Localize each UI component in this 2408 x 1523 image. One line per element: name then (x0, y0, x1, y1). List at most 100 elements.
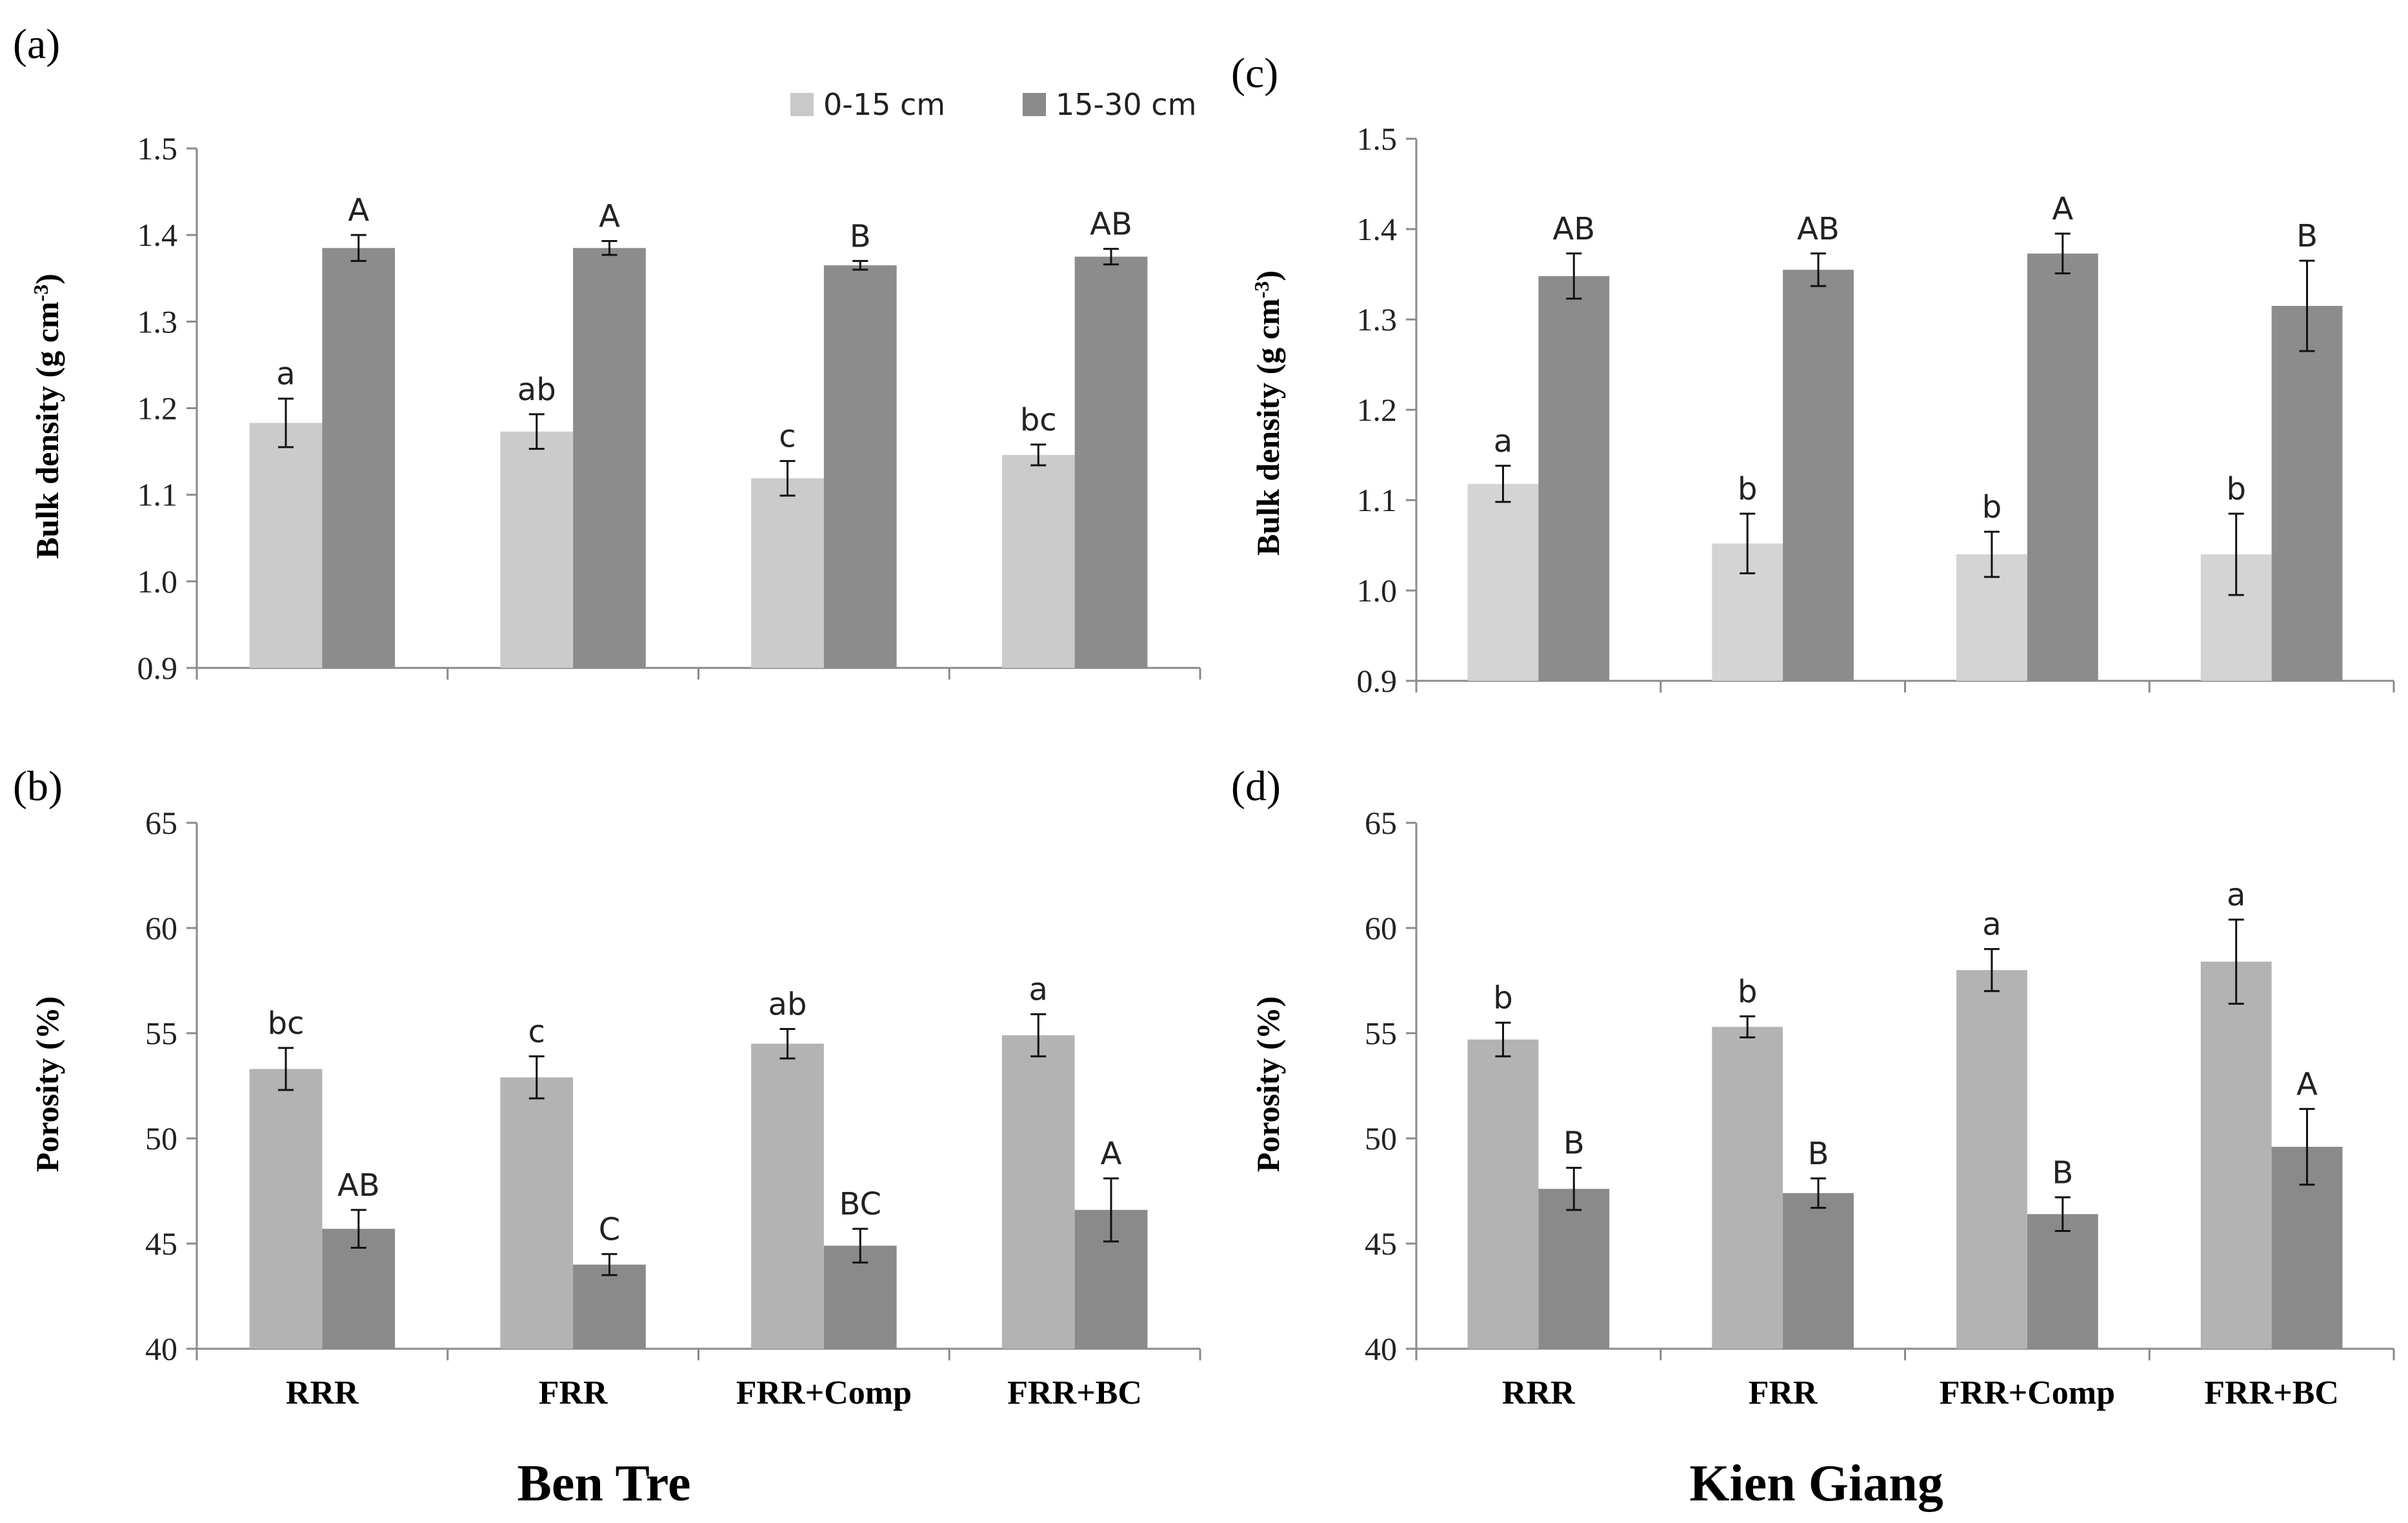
y-tick-label: 0.9 (137, 650, 178, 686)
site-label-kien-giang: Kien Giang (1689, 1455, 1943, 1512)
x-category-label: FRR (1749, 1375, 1818, 1411)
significance-letter: b (2226, 471, 2245, 507)
panel-label: (c) (1231, 50, 1278, 97)
significance-letter: B (850, 218, 871, 254)
y-tick-label: 50 (145, 1120, 177, 1156)
y-tick-label: 1.0 (137, 563, 178, 600)
x-category-label: FRR+BC (2204, 1375, 2339, 1411)
significance-letter: bc (268, 1005, 305, 1042)
bar-rrr-series-2 (322, 1229, 396, 1349)
y-tick-label: 60 (1365, 910, 1397, 946)
y-tick-label: 1.5 (137, 130, 178, 166)
bar-rrr-series-2 (322, 248, 396, 669)
y-axis-label: Porosity (%) (1250, 996, 1286, 1173)
bar-frr-series-2 (573, 1264, 646, 1349)
bar-rrr-series-2 (1538, 276, 1610, 681)
significance-letter: AB (337, 1167, 380, 1204)
panel-label: (a) (13, 21, 60, 68)
bar-rrr-series-1 (1467, 483, 1539, 681)
bar-frr-bc-series-2 (2271, 306, 2343, 681)
y-tick-label: 65 (1365, 805, 1397, 841)
significance-letter: ab (517, 372, 556, 408)
significance-letter: A (2296, 1066, 2318, 1102)
bar-rrr-series-1 (249, 423, 323, 668)
significance-letter: a (276, 356, 295, 392)
y-tick-label: 1.0 (1357, 572, 1398, 609)
y-tick-label: 55 (1365, 1015, 1397, 1051)
x-category-label: RRR (286, 1375, 359, 1411)
x-category-label: RRR (1502, 1375, 1576, 1411)
y-tick-label: 1.1 (1357, 482, 1398, 518)
y-tick-label: 60 (145, 910, 177, 946)
x-category-label: FRR (539, 1375, 608, 1411)
bar-rrr-series-1 (1467, 1039, 1539, 1349)
significance-letter: a (2227, 877, 2245, 913)
y-tick-label: 45 (1365, 1225, 1397, 1262)
significance-letter: a (1029, 972, 1048, 1008)
y-axis-label: Porosity (%) (29, 996, 65, 1173)
y-tick-label: 1.1 (137, 477, 178, 513)
x-category-label: FRR+BC (1007, 1375, 1142, 1411)
y-axis-label: Bulk density (g cm-3) (1250, 270, 1286, 556)
bar-frr-comp-series-1 (751, 1044, 824, 1349)
bar-frr-series-2 (1783, 1193, 1854, 1349)
significance-letter: B (1808, 1136, 1829, 1172)
y-tick-label: 1.5 (1357, 121, 1398, 157)
significance-letter: AB (1797, 211, 1840, 247)
significance-letter: bc (1020, 402, 1057, 438)
bar-frr-series-2 (1783, 270, 1854, 681)
significance-letter: b (1982, 489, 2002, 525)
bar-frr-bc-series-1 (1001, 1035, 1075, 1349)
significance-letter: A (1101, 1136, 1122, 1172)
y-tick-label: 1.2 (137, 390, 178, 427)
panel-d: (d) 40 45 50 55 60 65 Porosity (%) b B RRR b B FRR a B F… (1231, 763, 2395, 1411)
significance-letter: C (599, 1211, 621, 1247)
panel-a: (a) 0.9 1.0 1.1 1.2 1.3 1.4 1.5 Bulk density (g … (13, 21, 1201, 686)
y-tick-label: 40 (145, 1331, 177, 1367)
y-tick-label: 0.9 (1357, 663, 1398, 699)
site-label-ben-tre: Ben Tre (517, 1455, 691, 1512)
significance-letter: B (2296, 218, 2318, 254)
y-tick-label: 45 (145, 1225, 177, 1262)
significance-letter: BC (839, 1186, 881, 1222)
significance-letter: A (599, 199, 620, 235)
bar-frr-series-1 (1712, 1027, 1783, 1349)
significance-letter: A (348, 192, 369, 228)
significance-letter: A (2052, 191, 2073, 227)
y-tick-label: 65 (145, 805, 177, 841)
x-category-label: FRR+Comp (1940, 1375, 2115, 1411)
significance-letter: a (1982, 907, 2001, 943)
significance-letter: b (1493, 980, 1512, 1016)
legend-swatch-15-30cm (1023, 93, 1046, 116)
panel-b: (b) 40 45 50 55 60 65 Porosity (%) bc AB RRR c C FRR a… (13, 763, 1201, 1411)
legend-swatch-0-15cm (790, 93, 814, 116)
significance-letter: a (1494, 423, 1512, 459)
bar-frr-bc-series-2 (1074, 256, 1148, 668)
y-tick-label: 1.2 (1357, 392, 1398, 428)
bar-frr-bc-series-1 (2200, 962, 2272, 1349)
y-tick-label: 1.3 (1357, 301, 1398, 338)
bar-rrr-series-1 (249, 1069, 323, 1349)
x-category-label: FRR+Comp (736, 1375, 912, 1411)
y-tick-label: 55 (145, 1015, 177, 1051)
bar-frr-comp-series-2 (2027, 1214, 2098, 1349)
bar-frr-comp-series-2 (823, 265, 897, 668)
significance-letter: AB (1090, 207, 1132, 243)
bar-frr-series-1 (500, 431, 574, 668)
y-tick-label: 1.4 (1357, 211, 1398, 247)
significance-letter: ab (768, 986, 807, 1022)
bar-frr-comp-series-2 (2027, 253, 2098, 681)
legend-label-0-15cm: 0-15 cm (823, 87, 945, 122)
significance-letter: c (779, 418, 796, 454)
significance-letter: B (2052, 1155, 2073, 1191)
legend: 0-15 cm 15-30 cm (790, 87, 1196, 122)
significance-letter: c (528, 1014, 545, 1050)
bar-frr-bc-series-1 (1001, 454, 1075, 668)
bar-rrr-series-2 (1538, 1189, 1610, 1349)
y-tick-label: 1.4 (137, 217, 178, 253)
significance-letter: b (1738, 974, 1757, 1010)
y-axis-label: Bulk density (g cm-3) (29, 274, 65, 559)
panel-c: (c) 0.9 1.0 1.1 1.2 1.3 1.4 1.5 Bulk density (g … (1231, 50, 2395, 699)
bar-frr-comp-series-1 (1956, 970, 2027, 1349)
